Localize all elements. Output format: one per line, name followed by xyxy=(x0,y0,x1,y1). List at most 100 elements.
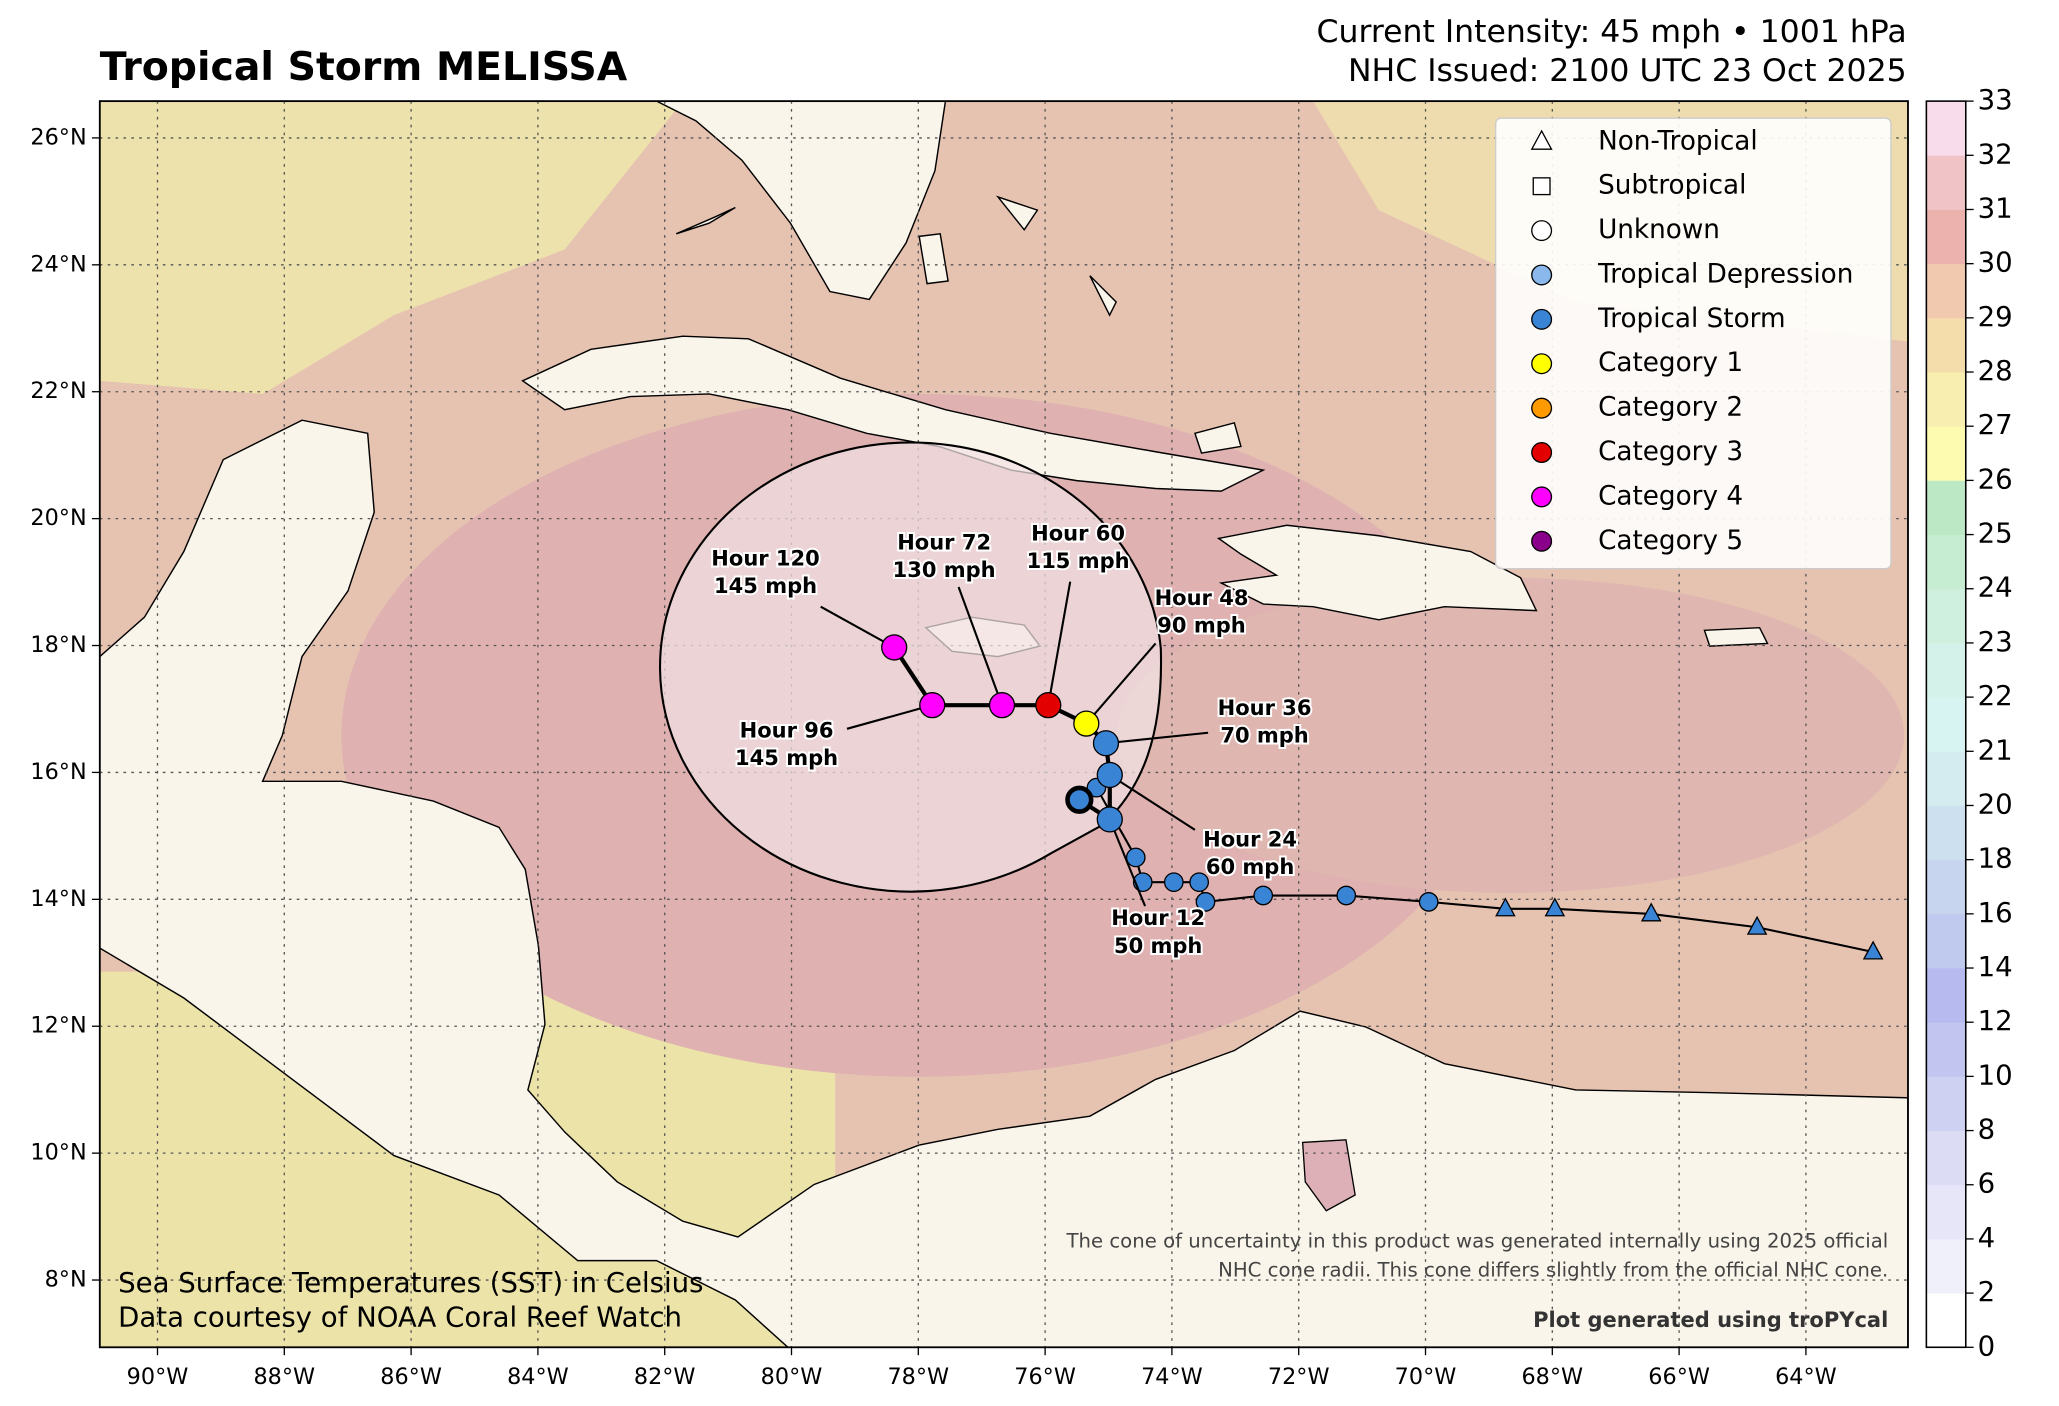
forecast-hour: Hour 72 xyxy=(897,530,991,555)
colorbar-cell xyxy=(1926,588,1966,644)
marker-circle xyxy=(1163,872,1184,893)
cone-note: NHC cone radii. This cone differs slight… xyxy=(1218,1259,1888,1282)
marker-triangle xyxy=(1495,897,1516,917)
sst-note: Data courtesy of NOAA Coral Reef Watch xyxy=(118,1300,682,1333)
puerto-rico xyxy=(1703,626,1769,647)
y-tick-label: 10°N xyxy=(30,1140,86,1166)
colorbar-cell xyxy=(1926,209,1966,265)
colorbar-tick-label: 14 xyxy=(1978,950,2013,983)
colorbar-cell xyxy=(1926,1076,1966,1131)
colorbar-tick-label: 29 xyxy=(1978,300,2013,333)
marker-circle xyxy=(1253,885,1274,906)
island xyxy=(995,195,1039,232)
sst-hot-patch xyxy=(1116,577,1905,893)
marker-triangle xyxy=(1862,940,1884,960)
x-tick-label: 80°W xyxy=(761,1364,823,1390)
marker-circle xyxy=(1531,264,1553,286)
marker-triangle xyxy=(1640,902,1662,922)
label-leader xyxy=(1105,731,1209,745)
colorbar-cell xyxy=(1926,859,1966,915)
y-tick-label: 8°N xyxy=(45,1267,87,1293)
marker-circle xyxy=(919,692,946,719)
colorbar-cell xyxy=(1926,913,1966,969)
forecast-hour: Hour 48 xyxy=(1155,585,1249,610)
colorbar-cell xyxy=(1926,642,1966,698)
x-tick-label: 86°W xyxy=(380,1364,442,1390)
florida xyxy=(656,101,947,301)
x-tick-label: 82°W xyxy=(634,1364,696,1390)
colorbar-cell xyxy=(1926,1238,1966,1294)
x-tick-label: 76°W xyxy=(1014,1364,1076,1390)
marker-circle xyxy=(1531,220,1553,242)
legend-label: Category 3 xyxy=(1598,437,1743,467)
marker-circle xyxy=(881,634,908,661)
x-tick-label: 70°W xyxy=(1395,1364,1457,1390)
forecast-hour: Hour 60 xyxy=(1031,520,1125,545)
title: Tropical Storm MELISSA xyxy=(100,44,628,90)
legend-label: Subtropical xyxy=(1598,171,1746,201)
legend-label: Tropical Storm xyxy=(1597,304,1785,334)
legend-label: Unknown xyxy=(1598,215,1720,245)
x-tick-label: 90°W xyxy=(127,1364,189,1390)
colorbar-cell xyxy=(1926,155,1966,210)
colorbar-tick-label: 26 xyxy=(1978,462,2013,495)
sst-warm-patch xyxy=(99,101,683,394)
label-leader xyxy=(957,586,1003,706)
colorbar-tick-label: 10 xyxy=(1978,1058,2013,1091)
colorbar-tick-label: 20 xyxy=(1978,787,2013,820)
marker-circle xyxy=(1531,530,1553,552)
colorbar-tick-label: 18 xyxy=(1978,842,2013,875)
legend-label: Category 2 xyxy=(1598,393,1743,423)
forecast-wind: 50 mph xyxy=(1114,933,1202,958)
marker-circle xyxy=(988,692,1016,719)
marker-circle xyxy=(1092,730,1120,757)
marker-circle xyxy=(1531,442,1553,464)
colorbar-cell xyxy=(1926,1022,1966,1077)
intensity: Current Intensity: 45 mph • 1001 hPa xyxy=(1317,14,1907,50)
x-tick-label: 84°W xyxy=(507,1364,569,1390)
marker-circle xyxy=(1125,847,1146,868)
colorbar-tick-label: 28 xyxy=(1978,354,2013,387)
colorbar-tick-label: 0 xyxy=(1978,1329,1996,1362)
marker-circle xyxy=(1189,872,1210,893)
label-leader xyxy=(1085,642,1157,725)
track xyxy=(820,581,1884,960)
colorbar-cell xyxy=(1926,1130,1966,1186)
x-tick-label: 72°W xyxy=(1268,1364,1330,1390)
forecast-hour: Hour 96 xyxy=(740,717,834,742)
colorbar-tick-label: 4 xyxy=(1978,1221,1996,1254)
marker-circle xyxy=(1531,308,1553,330)
colorbar-cell xyxy=(1926,751,1966,806)
colorbar-tick-label: 25 xyxy=(1978,517,2013,550)
colorbar-cell xyxy=(1926,697,1966,752)
colorbar-tick-label: 22 xyxy=(1978,679,2013,712)
marker-circle xyxy=(1195,892,1216,912)
marker-circle xyxy=(1073,710,1100,737)
forecast-hour: Hour 12 xyxy=(1111,905,1205,930)
x-tick-label: 74°W xyxy=(1141,1364,1203,1390)
colorbar-cell xyxy=(1926,372,1966,427)
marker-circle xyxy=(1531,353,1553,375)
y-tick-label: 14°N xyxy=(30,886,86,912)
colorbar-cell xyxy=(1926,317,1966,373)
axes: 90°W 88°W 86°W 84°W 82°W 80°W 78°W 76°W 74°W 72°W… xyxy=(30,124,1836,1390)
legend: Non-Tropical Subtropical Unknown Tropical D… xyxy=(1530,126,1853,556)
colorbar-tick-label: 2 xyxy=(1978,1275,1996,1308)
marker-circle xyxy=(1035,692,1062,719)
issued: NHC Issued: 2100 UTC 23 Oct 2025 xyxy=(1348,53,1907,89)
marker-triangle xyxy=(1530,129,1553,150)
grid xyxy=(99,101,1908,1348)
marker-square xyxy=(1532,177,1551,196)
colorbar-tick-label: 32 xyxy=(1978,137,2013,170)
colorbar: 0246810121416182021222324252627282930313… xyxy=(1925,83,2013,1362)
colorbar-tick-label: 31 xyxy=(1978,191,2013,224)
credit: Plot generated using troPYcal xyxy=(1533,1307,1888,1332)
colorbar-tick-label: 16 xyxy=(1978,896,2013,929)
y-tick-label: 18°N xyxy=(30,632,86,658)
colorbar-cell xyxy=(1926,968,1966,1023)
forecast-wind: 115 mph xyxy=(1027,548,1130,573)
legend-label: Category 1 xyxy=(1598,348,1743,378)
legend-label: Tropical Depression xyxy=(1597,259,1853,289)
y-tick-label: 22°N xyxy=(30,378,86,404)
